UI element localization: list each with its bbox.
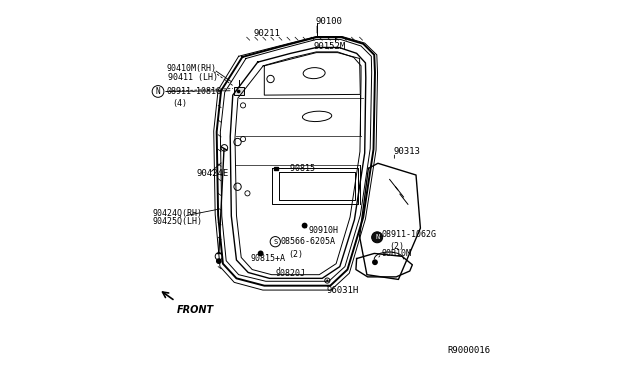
Text: S: S (273, 239, 277, 245)
Text: 90100: 90100 (316, 17, 342, 26)
Text: 90B10M: 90B10M (381, 249, 412, 258)
Text: 90152M: 90152M (314, 42, 346, 51)
Text: 90815+A: 90815+A (250, 254, 285, 263)
Circle shape (372, 259, 378, 265)
Text: 90424Q(RH): 90424Q(RH) (152, 209, 202, 218)
Text: 90313: 90313 (394, 147, 420, 156)
Text: 90424E: 90424E (196, 169, 228, 178)
Text: - 90815: - 90815 (280, 164, 315, 173)
Text: 90820J: 90820J (275, 269, 305, 278)
Text: 96031H: 96031H (326, 286, 359, 295)
Text: 90410M(RH): 90410M(RH) (166, 64, 216, 73)
Circle shape (237, 90, 241, 93)
Text: N: N (156, 87, 161, 96)
Text: (2): (2) (389, 241, 404, 251)
Circle shape (326, 279, 328, 282)
Text: N: N (375, 234, 380, 240)
Circle shape (372, 232, 383, 243)
Text: 90211: 90211 (253, 29, 280, 38)
Polygon shape (234, 87, 244, 95)
Text: 90425Q(LH): 90425Q(LH) (152, 217, 202, 227)
Text: 90411 (LH): 90411 (LH) (168, 73, 218, 82)
Text: (2): (2) (288, 250, 303, 259)
Polygon shape (274, 167, 278, 170)
Text: 90910H: 90910H (308, 226, 339, 235)
Text: R9000016: R9000016 (447, 346, 490, 355)
Circle shape (301, 223, 308, 228)
Text: 08566-6205A: 08566-6205A (280, 237, 335, 246)
Text: FRONT: FRONT (177, 305, 214, 315)
Circle shape (217, 259, 221, 263)
Text: 08911-1081G: 08911-1081G (166, 87, 221, 96)
Text: (4): (4) (173, 99, 188, 108)
Text: 08911-1062G: 08911-1062G (381, 230, 436, 239)
Circle shape (258, 250, 264, 256)
